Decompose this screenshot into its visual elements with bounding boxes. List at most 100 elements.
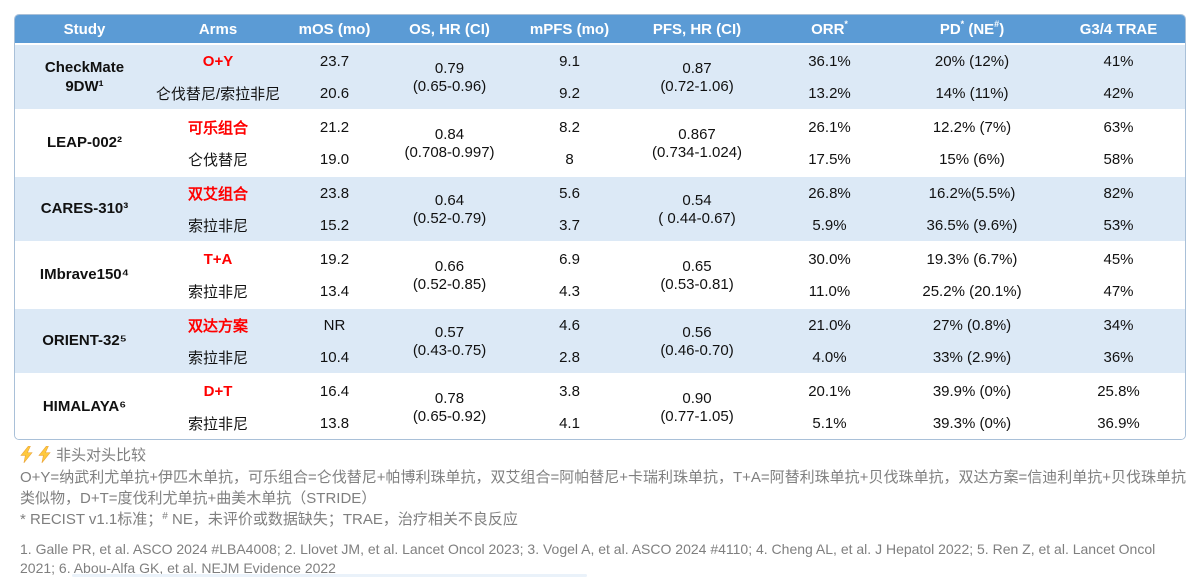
os-hr-cell: 0.84 (0.708-0.997): [387, 111, 512, 175]
mos-value: 23.8: [319, 184, 350, 202]
table-row-group-orient-32: ORIENT-32⁵ 双达方案 索拉非尼 NR 10.4 0.57 (0.43-…: [15, 307, 1185, 373]
orr-value: 13.2%: [808, 84, 851, 102]
mpfs-cell: 8.2 8: [512, 111, 627, 175]
orr-value: 30.0%: [808, 250, 851, 268]
orr-value: 21.0%: [808, 316, 851, 334]
orr-value: 20.1%: [808, 382, 851, 400]
table-row-group-checkmate-9dw: CheckMate 9DW¹ O+Y 仑伐替尼/索拉非尼 23.7 20.6 0…: [15, 43, 1185, 109]
arm-experimental: 双艾组合: [187, 185, 248, 203]
arms-cell: 双达方案 索拉非尼: [154, 309, 282, 373]
os-hr-value: 0.66: [434, 257, 465, 275]
trae-cell: 45% 47%: [1052, 243, 1185, 307]
pfs-hr-ci: (0.77-1.05): [660, 407, 734, 425]
trae-cell: 41% 42%: [1052, 45, 1185, 109]
pfs-hr-ci: (0.734-1.024): [651, 143, 743, 161]
pd-value: 33% (2.9%): [932, 348, 1012, 366]
mpfs-cell: 3.8 4.1: [512, 375, 627, 439]
orr-cell: 26.8% 5.9%: [767, 177, 892, 241]
pfs-hr-ci: (0.53-0.81): [660, 275, 734, 293]
pd-cell: 12.2% (7%) 15% (6%): [892, 111, 1052, 175]
arms-cell: T+A 索拉非尼: [154, 243, 282, 307]
trae-cell: 82% 53%: [1052, 177, 1185, 241]
comparison-table: Study Arms mOS (mo) OS, HR (CI) mPFS (mo…: [14, 14, 1186, 440]
pd-value: 20% (12%): [934, 52, 1010, 70]
col-header-trae: G3/4 TRAE: [1079, 20, 1158, 38]
pd-value: 12.2% (7%): [932, 118, 1012, 136]
mpfs-value: 3.7: [559, 216, 580, 234]
table-row-group-cares-310: CARES-310³ 双艾组合 索拉非尼 23.8 15.2 0.64 (0.5…: [15, 175, 1185, 241]
table-row-group-himalaya: HIMALAYA⁶ D+T 索拉非尼 16.4 13.8 0.78 (0.65-…: [15, 373, 1185, 439]
mos-value: 15.2: [319, 216, 350, 234]
arm-experimental: T+A: [203, 250, 233, 268]
trae-value: 45%: [1103, 250, 1134, 268]
pfs-hr-cell: 0.90 (0.77-1.05): [627, 375, 767, 439]
hash-superscript: #: [162, 511, 168, 522]
arms-cell: 双艾组合 索拉非尼: [154, 177, 282, 241]
pfs-hr-ci: (0.46-0.70): [660, 341, 734, 359]
mpfs-value: 8.2: [559, 118, 580, 136]
asterisk-superscript: *: [844, 19, 848, 29]
mos-cell: 21.2 19.0: [282, 111, 387, 175]
footnote-ne-trae: NE，未评价或数据缺失；TRAE，治疗相关不良反应: [167, 511, 518, 528]
pfs-hr-value: 0.867: [678, 125, 716, 143]
pfs-hr-ci: ( 0.44-0.67): [658, 209, 736, 227]
trae-value: 42%: [1103, 84, 1134, 102]
mos-value: 10.4: [319, 348, 350, 366]
mpfs-cell: 5.6 3.7: [512, 177, 627, 241]
pd-value: 39.3% (0%): [932, 414, 1012, 432]
study-name: CheckMate 9DW¹: [44, 58, 125, 96]
mpfs-value: 4.3: [559, 282, 580, 300]
mos-value: 21.2: [319, 118, 350, 136]
pfs-hr-cell: 0.54 ( 0.44-0.67): [627, 177, 767, 241]
footnote-definitions: * RECIST v1.1标准；# NE，未评价或数据缺失；TRAE，治疗相关不…: [20, 509, 1186, 532]
table-header-row: Study Arms mOS (mo) OS, HR (CI) mPFS (mo…: [15, 15, 1185, 43]
arms-cell: 可乐组合 仑伐替尼: [154, 111, 282, 175]
trae-cell: 34% 36%: [1052, 309, 1185, 373]
arm-control: 索拉非尼: [187, 349, 248, 367]
mos-cell: 19.2 13.4: [282, 243, 387, 307]
col-header-arms: Arms: [198, 20, 238, 38]
arms-cell: D+T 索拉非尼: [154, 375, 282, 439]
pfs-hr-value: 0.65: [682, 257, 712, 275]
trae-value: 82%: [1103, 184, 1134, 202]
study-name: IMbrave150⁴: [39, 266, 130, 284]
mpfs-cell: 6.9 4.3: [512, 243, 627, 307]
orr-value: 4.0%: [812, 348, 847, 366]
lightning-icon: [38, 446, 51, 463]
trae-value: 25.8%: [1097, 382, 1140, 400]
col-header-study: Study: [63, 20, 106, 38]
mos-value: 13.8: [319, 414, 350, 432]
pd-value: 36.5% (9.6%): [926, 216, 1018, 234]
mos-value: 20.6: [319, 84, 350, 102]
col-header-orr: ORR *: [767, 15, 892, 43]
mos-value: 13.4: [319, 282, 350, 300]
os-hr-cell: 0.64 (0.52-0.79): [387, 177, 512, 241]
asterisk-superscript: *: [960, 19, 965, 29]
trae-value: 58%: [1103, 150, 1134, 168]
decorative-line: [72, 574, 587, 577]
mpfs-value: 2.8: [559, 348, 580, 366]
arm-control: 索拉非尼: [187, 217, 248, 235]
os-hr-ci: (0.52-0.79): [412, 209, 487, 227]
mos-value: 16.4: [319, 382, 350, 400]
pd-cell: 39.9% (0%) 39.3% (0%): [892, 375, 1052, 439]
orr-cell: 20.1% 5.1%: [767, 375, 892, 439]
mpfs-value: 4.1: [559, 414, 580, 432]
footnote-recist: * RECIST v1.1标准；: [20, 511, 163, 528]
mpfs-value: 3.8: [559, 382, 580, 400]
pfs-hr-value: 0.90: [682, 389, 712, 407]
arm-experimental: O+Y: [202, 52, 234, 70]
table-row-group-imbrave150: IMbrave150⁴ T+A 索拉非尼 19.2 13.4 0.66 (0.5…: [15, 241, 1185, 307]
os-hr-ci: (0.52-0.85): [412, 275, 487, 293]
os-hr-value: 0.79: [434, 59, 465, 77]
os-hr-ci: (0.65-0.92): [412, 407, 487, 425]
pd-value: 27% (0.8%): [932, 316, 1012, 334]
hash-superscript: #: [994, 19, 1000, 29]
mos-cell: 23.8 15.2: [282, 177, 387, 241]
os-hr-cell: 0.78 (0.65-0.92): [387, 375, 512, 439]
col-header-pd: PD * (NE #): [892, 15, 1052, 43]
orr-value: 26.8%: [808, 184, 851, 202]
orr-value: 36.1%: [808, 52, 851, 70]
mpfs-cell: 9.1 9.2: [512, 45, 627, 109]
